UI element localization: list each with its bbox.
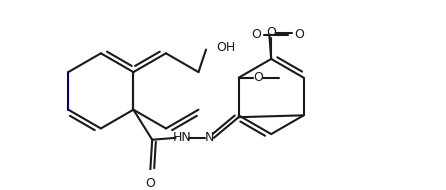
Text: N: N bbox=[205, 131, 214, 144]
Text: O: O bbox=[266, 26, 276, 39]
Text: HN: HN bbox=[173, 131, 192, 144]
Text: O: O bbox=[254, 71, 264, 84]
Text: O: O bbox=[145, 177, 155, 190]
Text: O: O bbox=[294, 28, 304, 41]
Text: O: O bbox=[251, 28, 261, 41]
Text: OH: OH bbox=[217, 41, 236, 54]
